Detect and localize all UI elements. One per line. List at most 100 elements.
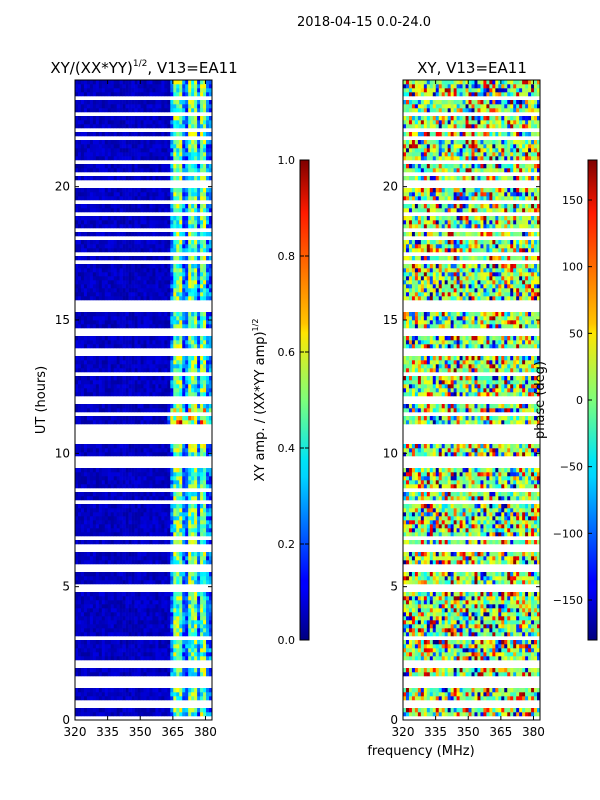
heat-cell-left <box>146 268 150 273</box>
heat-cell-left <box>152 476 156 481</box>
heat-cell-left <box>98 108 103 113</box>
heat-cell-left <box>173 188 177 193</box>
heat-cell-left <box>116 644 120 649</box>
heat-cell-left <box>104 256 109 261</box>
heat-cell-left <box>110 376 115 381</box>
heat-cell-left <box>107 484 112 489</box>
heat-cell-left <box>173 196 177 201</box>
heat-cell-left <box>119 496 123 501</box>
heat-cell-left <box>116 620 120 625</box>
heat-cell-left <box>80 368 85 373</box>
heat-cell-left <box>161 656 165 661</box>
heat-cell-left <box>194 404 198 409</box>
heat-cell-left <box>98 496 103 501</box>
heat-cell-left <box>80 504 85 509</box>
heat-cell-left <box>176 296 180 301</box>
heat-cell-left <box>77 364 82 369</box>
heat-cell-left <box>149 608 153 613</box>
heat-cell-left <box>125 92 129 97</box>
heat-cell-left <box>179 272 183 277</box>
heat-cell-left <box>98 696 103 701</box>
heat-cell-left <box>134 284 138 289</box>
heat-cell-left <box>98 608 103 613</box>
heat-cell-left <box>170 224 174 229</box>
heat-cell-left <box>182 624 186 629</box>
heat-cell-left <box>119 284 123 289</box>
heat-cell-left <box>113 560 117 565</box>
heat-cell-left <box>89 168 94 173</box>
heat-cell-left <box>146 404 150 409</box>
heat-cell-left <box>188 404 192 409</box>
heat-cell-left <box>158 84 162 89</box>
heat-cell-left <box>155 276 159 281</box>
heat-cell-left <box>203 444 207 449</box>
heat-cell-left <box>161 520 165 525</box>
heat-cell-left <box>104 324 109 329</box>
heat-cell-left <box>113 284 117 289</box>
heat-cell-left <box>98 336 103 341</box>
heat-cell-left <box>137 276 141 281</box>
heat-cell-left <box>80 380 85 385</box>
heat-cell-left <box>92 688 97 693</box>
heat-cell-left <box>134 216 138 221</box>
heat-cell-left <box>119 368 123 373</box>
heat-cell-left <box>104 368 109 373</box>
heat-cell-left <box>143 492 147 497</box>
heat-cell-left <box>89 276 94 281</box>
heat-cell-left <box>209 240 212 245</box>
heat-cell-left <box>77 244 82 249</box>
heat-cell-left <box>104 176 109 181</box>
heat-cell-left <box>155 640 159 645</box>
heat-cell-left <box>149 168 153 173</box>
heat-cell-left <box>98 476 103 481</box>
heat-cell-left <box>77 224 82 229</box>
heat-cell-left <box>122 264 126 269</box>
heat-cell-left <box>197 628 201 633</box>
heat-cell-left <box>92 656 97 661</box>
heat-cell-left <box>197 596 201 601</box>
heat-cell-left <box>191 156 195 161</box>
heat-cell-left <box>200 392 204 397</box>
heat-cell-left <box>149 404 153 409</box>
heat-cell-left <box>161 192 165 197</box>
heat-cell-left <box>158 632 162 637</box>
heat-cell-left <box>104 204 109 209</box>
heat-cell-left <box>122 616 126 621</box>
heat-cell-left <box>80 132 85 137</box>
heat-cell-left <box>203 168 207 173</box>
heat-cell-left <box>155 552 159 557</box>
heat-cell-left <box>83 316 88 321</box>
heat-cell-left <box>113 608 117 613</box>
heat-cell-left <box>80 340 85 345</box>
heat-cell-left <box>98 668 103 673</box>
heat-cell-left <box>75 276 79 281</box>
heat-cell-left <box>206 712 210 717</box>
heat-cell-left <box>164 176 168 181</box>
heat-cell-left <box>200 108 204 113</box>
heat-cell-left <box>137 208 141 213</box>
heat-cell-left <box>80 224 85 229</box>
heat-cell-left <box>101 452 106 457</box>
heat-cell-left <box>179 480 183 485</box>
heat-cell-left <box>161 616 165 621</box>
heat-cell-left <box>95 640 100 645</box>
heat-cell-left <box>164 216 168 221</box>
heat-cell-left <box>77 600 82 605</box>
heat-cell-left <box>191 672 195 677</box>
heat-cell-left <box>75 620 79 625</box>
heat-cell-left <box>167 288 171 293</box>
heat-cell-left <box>131 176 135 181</box>
heat-cell-left <box>134 188 138 193</box>
heat-cell-left <box>149 220 153 225</box>
heat-cell-left <box>158 224 162 229</box>
heat-cell-left <box>95 392 100 397</box>
heat-cell-left <box>194 592 198 597</box>
heat-cell-left <box>83 468 88 473</box>
heat-cell-left <box>75 556 79 561</box>
heat-cell-left <box>185 484 189 489</box>
heat-cell-left <box>170 376 174 381</box>
heat-cell-left <box>173 520 177 525</box>
heat-cell-left <box>92 124 97 129</box>
heat-cell-left <box>75 668 79 673</box>
heat-cell-left <box>140 524 144 529</box>
